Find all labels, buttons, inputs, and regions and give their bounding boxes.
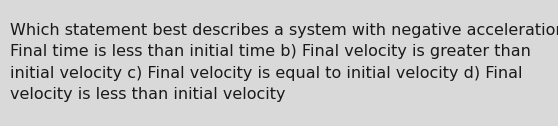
Text: Which statement best describes a system with negative acceleration? a)
Final tim: Which statement best describes a system … — [10, 23, 558, 102]
